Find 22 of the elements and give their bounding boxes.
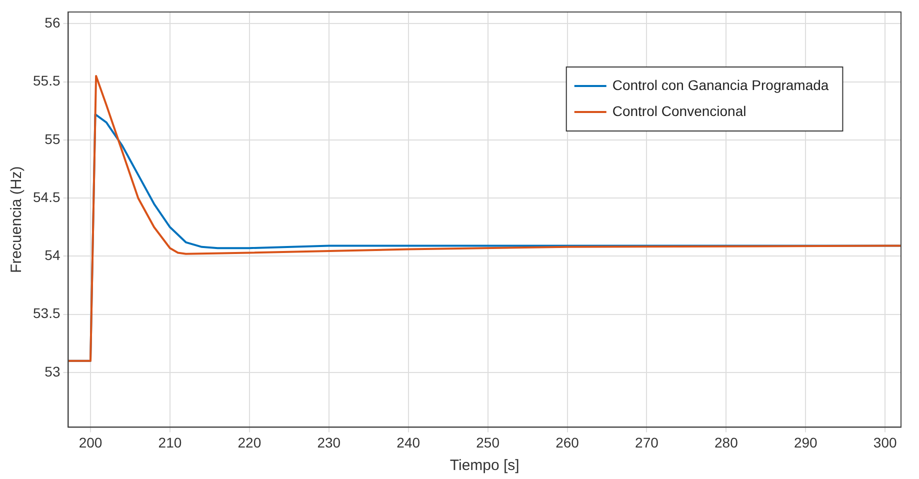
x-tick-label: 250 [476, 434, 500, 450]
x-tick-label: 210 [158, 434, 182, 450]
x-tick-label: 300 [873, 434, 897, 450]
x-tick-label: 240 [396, 434, 420, 450]
y-axis-title: Frecuencia (Hz) [8, 166, 26, 273]
x-tick-label: 270 [635, 434, 659, 450]
y-tick-label: 55.5 [33, 72, 60, 89]
x-tick-label: 290 [794, 434, 818, 450]
legend-label: Control con Ganancia Programada [612, 76, 829, 93]
y-tick-label: 54 [44, 247, 60, 264]
y-tick-label: 54.5 [33, 188, 60, 205]
y-tick-label: 55 [44, 130, 60, 147]
x-axis-title: Tiempo [s] [450, 457, 520, 474]
x-tick-label: 220 [238, 434, 262, 450]
y-tick-label: 53.5 [33, 305, 60, 322]
y-tick-label: 56 [44, 14, 60, 30]
y-tick-label: 53 [44, 363, 60, 380]
x-tick-label: 260 [556, 434, 580, 450]
legend-label: Control Convencional [612, 102, 746, 119]
x-tick-label: 230 [317, 434, 341, 450]
x-tick-label: 200 [78, 434, 102, 450]
x-tick-label: 280 [714, 434, 738, 450]
